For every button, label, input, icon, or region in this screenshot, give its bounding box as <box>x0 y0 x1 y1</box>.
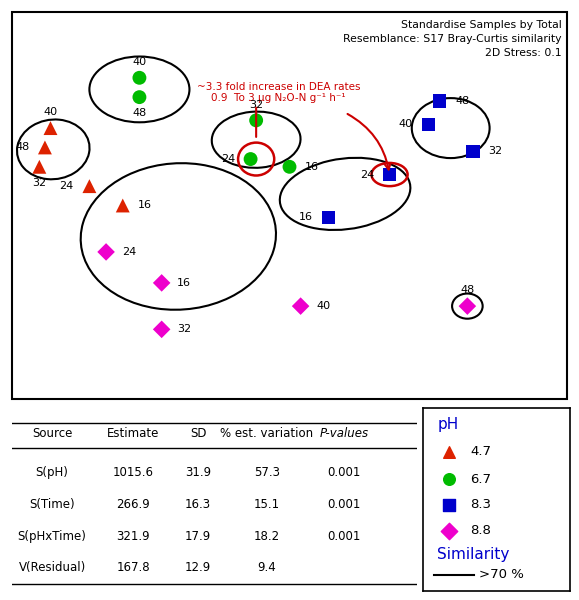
Point <box>296 301 305 311</box>
Text: ~3.3 fold increase in DEA rates
0.9  To 3 μg N₂O-N g⁻¹ h⁻¹: ~3.3 fold increase in DEA rates 0.9 To 3… <box>197 82 360 103</box>
Text: 40: 40 <box>316 301 330 311</box>
Point <box>135 92 144 102</box>
Point <box>435 96 444 106</box>
Text: 18.2: 18.2 <box>254 530 280 542</box>
Text: 24: 24 <box>360 170 374 179</box>
Text: V(Residual): V(Residual) <box>19 561 86 574</box>
Text: 0.001: 0.001 <box>327 466 361 479</box>
Point <box>101 247 111 257</box>
Text: P-values: P-values <box>320 427 368 440</box>
Point <box>35 162 44 172</box>
Text: 0.001: 0.001 <box>327 530 361 542</box>
Text: Similarity: Similarity <box>438 547 510 562</box>
Text: Standardise Samples by Total
Resemblance: S17 Bray-Curtis similarity
2D Stress: : Standardise Samples by Total Resemblance… <box>343 20 562 58</box>
Point <box>468 146 478 156</box>
Text: 16: 16 <box>177 278 191 288</box>
Point <box>41 143 50 152</box>
Text: 15.1: 15.1 <box>254 499 280 511</box>
Text: SD: SD <box>190 427 206 440</box>
Text: 16.3: 16.3 <box>185 499 211 511</box>
Text: 266.9: 266.9 <box>116 499 150 511</box>
Text: pH: pH <box>438 417 459 432</box>
Point <box>445 500 454 510</box>
Text: 32: 32 <box>249 100 263 110</box>
Text: 321.9: 321.9 <box>116 530 150 542</box>
Text: S(pHxTime): S(pHxTime) <box>18 530 86 542</box>
Text: 48: 48 <box>455 96 470 106</box>
Text: 24: 24 <box>221 154 235 164</box>
Text: 167.8: 167.8 <box>116 561 150 574</box>
Text: 6.7: 6.7 <box>470 473 491 486</box>
Point <box>445 475 454 484</box>
Text: 48: 48 <box>15 142 30 152</box>
Text: 8.3: 8.3 <box>470 499 491 511</box>
Text: Estimate: Estimate <box>107 427 159 440</box>
Text: 40: 40 <box>43 107 57 117</box>
Point <box>285 162 294 172</box>
Text: 32: 32 <box>177 325 191 334</box>
Point <box>135 73 144 83</box>
Point <box>445 447 454 457</box>
Text: 0.001: 0.001 <box>327 499 361 511</box>
Text: 4.7: 4.7 <box>470 445 491 458</box>
Point <box>324 212 333 222</box>
Text: S(Time): S(Time) <box>30 499 75 511</box>
Text: 24: 24 <box>122 247 136 257</box>
Point <box>85 181 94 191</box>
Point <box>246 154 255 164</box>
Point <box>385 170 394 179</box>
Point <box>157 278 166 287</box>
Point <box>251 116 261 125</box>
Text: 31.9: 31.9 <box>185 466 211 479</box>
Text: 32: 32 <box>32 178 46 188</box>
Text: 16: 16 <box>299 212 313 222</box>
Text: 9.4: 9.4 <box>258 561 276 574</box>
Text: S(pH): S(pH) <box>36 466 68 479</box>
Text: 24: 24 <box>60 181 74 191</box>
Point <box>157 325 166 334</box>
Text: >70 %: >70 % <box>479 568 523 581</box>
Text: 1015.6: 1015.6 <box>113 466 153 479</box>
Text: Source: Source <box>32 427 72 440</box>
Text: 57.3: 57.3 <box>254 466 280 479</box>
Text: 48: 48 <box>460 285 475 295</box>
Text: 16: 16 <box>138 200 152 211</box>
Point <box>46 124 55 133</box>
Text: 12.9: 12.9 <box>185 561 211 574</box>
Text: 32: 32 <box>489 146 503 157</box>
Text: 40: 40 <box>133 57 146 67</box>
Point <box>445 526 454 535</box>
Text: 48: 48 <box>132 108 146 118</box>
Text: 40: 40 <box>399 119 413 129</box>
Point <box>463 301 472 311</box>
Text: 16: 16 <box>305 162 319 172</box>
Text: 8.8: 8.8 <box>470 524 491 537</box>
Point <box>118 200 127 210</box>
Text: 17.9: 17.9 <box>185 530 211 542</box>
Text: % est. variation: % est. variation <box>221 427 313 440</box>
Point <box>424 119 433 129</box>
